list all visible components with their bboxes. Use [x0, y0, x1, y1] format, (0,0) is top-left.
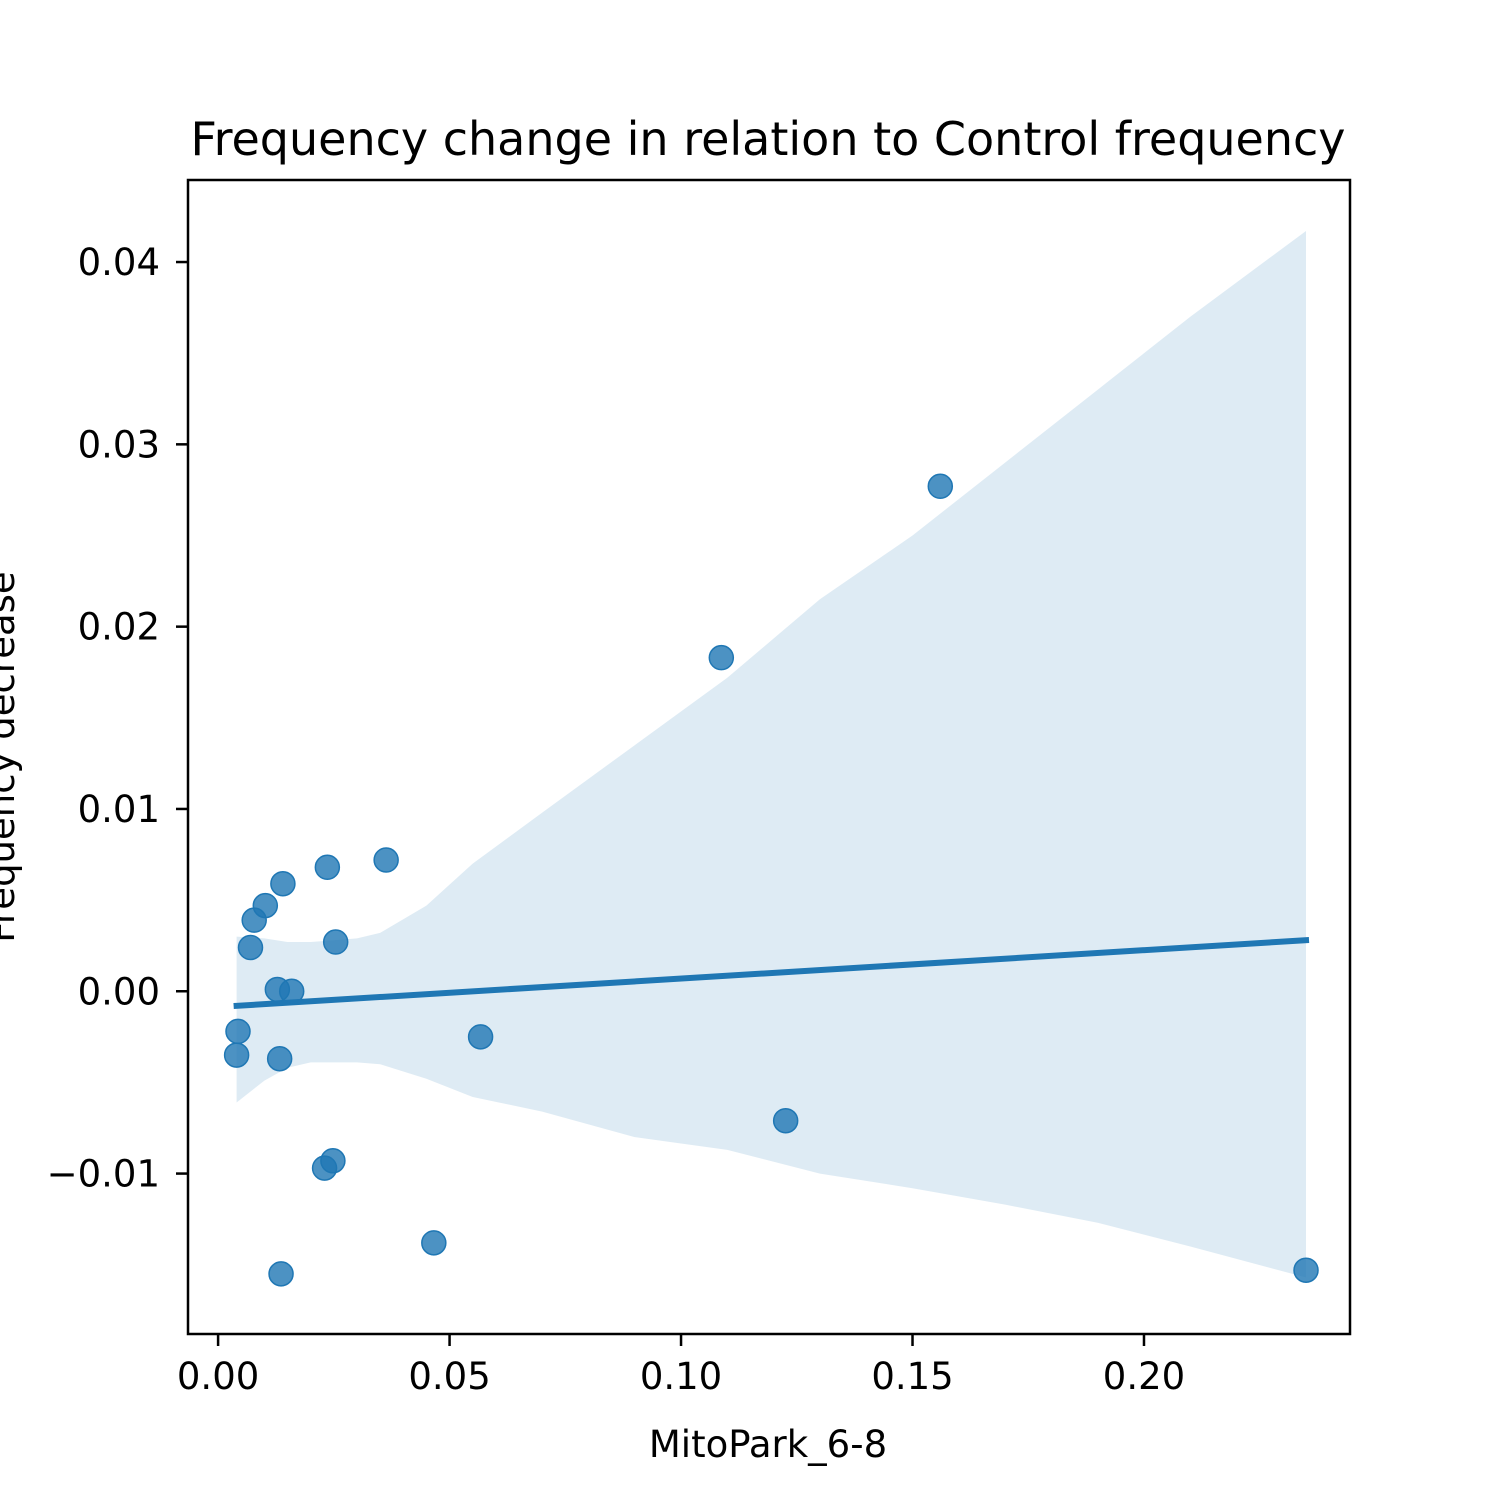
- confidence-band: [236, 231, 1307, 1278]
- scatter-points-layer: [223, 473, 1319, 1287]
- x-axis-ticks: 0.00 0.05 0.10 0.15 0.20: [177, 1334, 1185, 1398]
- scatter-point: [268, 1261, 294, 1287]
- regression-line-layer: [233, 937, 1310, 1010]
- x-tick-label: 0.00: [177, 1355, 259, 1398]
- y-tick-label: 0.02: [78, 606, 160, 649]
- scatter-point: [223, 1042, 250, 1068]
- scatter-point: [252, 892, 279, 919]
- x-tick-label: 0.15: [871, 1355, 953, 1398]
- scatter-point: [1293, 1257, 1319, 1283]
- x-tick-label: 0.10: [640, 1355, 722, 1398]
- scatter-point: [322, 929, 349, 955]
- x-axis-label: MitoPark_6-8: [649, 1423, 887, 1466]
- scatter-point: [467, 1024, 494, 1050]
- y-axis-ticks: −0.01 0.00 0.01 0.02 0.03 0.04: [47, 241, 188, 1196]
- y-tick-label: −0.01: [47, 1153, 160, 1196]
- x-tick-label: 0.05: [408, 1355, 490, 1398]
- chart-title: Frequency change in relation to Control …: [190, 112, 1345, 166]
- confidence-band-layer: [236, 231, 1307, 1278]
- scatter-point: [373, 847, 399, 873]
- scatter-point: [772, 1107, 799, 1134]
- scatter-point: [708, 644, 735, 671]
- plot-frame: [186, 178, 1352, 1336]
- y-axis-label: Frequency decrease: [0, 571, 23, 942]
- scatter-point: [278, 978, 305, 1005]
- scatter-point: [421, 1230, 447, 1256]
- scatter-point: [225, 1018, 251, 1045]
- scatter-point: [314, 854, 341, 881]
- scatter-point: [237, 934, 264, 961]
- y-tick-label: 0.00: [78, 970, 160, 1013]
- y-tick-label: 0.03: [78, 423, 160, 466]
- scatter-point: [266, 1045, 293, 1072]
- scatter-point: [927, 473, 954, 500]
- scatter-point: [270, 870, 296, 897]
- scatter-point: [320, 1148, 346, 1174]
- x-tick-label: 0.20: [1103, 1355, 1185, 1398]
- y-tick-label: 0.01: [78, 788, 160, 831]
- y-tick-label: 0.04: [78, 241, 160, 284]
- regression-line: [233, 937, 1310, 1010]
